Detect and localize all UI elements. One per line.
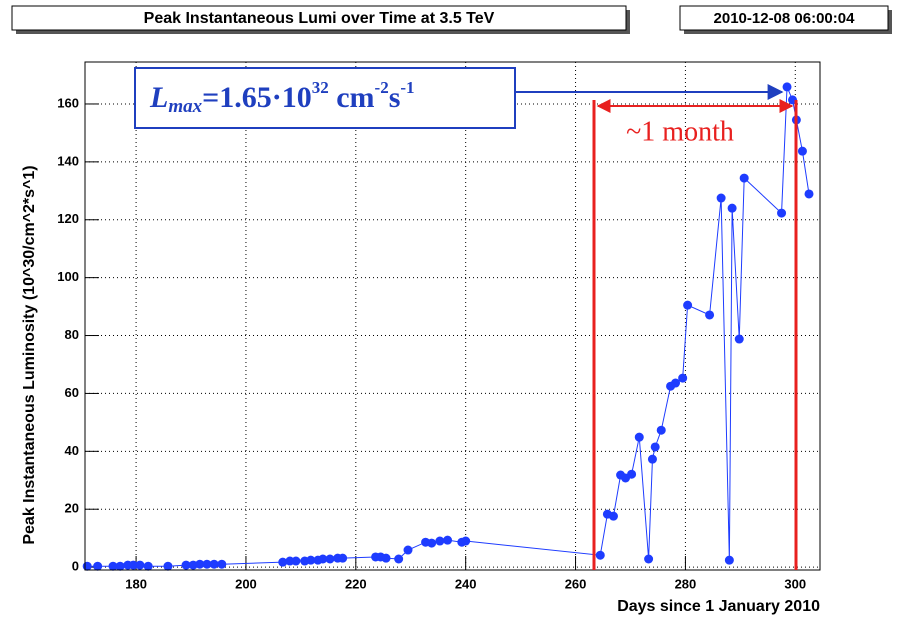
data-point [403,545,413,555]
y-tick-label: 100 [57,269,79,284]
plot-frame [84,61,821,571]
data-point [683,300,693,310]
x-tick-label: 280 [675,576,697,591]
lmax-part: -2 [375,78,389,97]
data-point [734,334,744,344]
data-point [797,146,807,156]
data-point [443,535,453,545]
data-point [217,559,227,569]
data-point [278,557,288,567]
data-point [627,469,637,479]
data-point [306,555,316,565]
data-point [188,560,198,570]
data-point [202,559,212,569]
lmax-part: s [389,81,401,114]
x-tick-label: 240 [455,576,477,591]
data-point [128,560,138,570]
y-tick-label: 20 [65,501,79,516]
data-point [782,82,792,92]
data-point [338,553,348,563]
data-point [777,208,787,218]
data-point [804,189,814,199]
y-tick-label: 140 [57,153,79,168]
lmax-part: max [168,96,202,117]
data-point [318,554,328,564]
timestamp: 2010-12-08 06:00:04 [714,10,856,27]
data-point [394,554,404,564]
data-point [724,555,734,565]
data-point [93,561,103,571]
data-point [671,378,681,388]
lmax-part: =1.65·10 [202,81,312,114]
x-tick-label: 180 [125,576,147,591]
data-point [427,538,437,548]
data-point [739,173,749,183]
data-point [727,203,737,213]
data-point [656,425,666,435]
data-point [647,454,657,464]
y-tick-label: 160 [57,95,79,110]
data-point [644,554,654,564]
data-point [678,373,688,383]
data-point [82,561,92,571]
title-box [11,5,627,31]
lmax-box [134,67,516,129]
month-annotation: ~1 month [626,116,734,147]
y-tick-label: 60 [65,385,79,400]
lmax-part: -1 [400,78,414,97]
data-point [595,550,605,560]
y-tick-label: 0 [72,559,79,574]
data-point [291,556,301,566]
data-point [135,560,145,570]
data-point [195,559,205,569]
lmax-part: cm [329,81,375,114]
data-point [650,442,660,452]
x-tick-label: 260 [565,576,587,591]
y-tick-label: 80 [65,327,79,342]
data-point [608,511,618,521]
data-point [108,561,118,571]
lmax-part: L [149,81,168,114]
data-point [716,193,726,203]
x-axis-label: Days since 1 January 2010 [617,598,820,615]
y-tick-label: 40 [65,443,79,458]
data-point [325,554,335,564]
data-point [381,553,391,563]
lmax-part: 32 [312,78,329,97]
data-point [705,310,715,320]
data-point [163,561,173,571]
y-tick-label: 120 [57,211,79,226]
x-tick-label: 300 [784,576,806,591]
series-line [87,86,810,567]
lmax-annotation: Lmax=1.65·1032 cm-2s-1 [149,78,415,117]
x-tick-label: 220 [345,576,367,591]
data-point [115,561,125,571]
data-point [634,432,644,442]
x-tick-label: 200 [235,576,257,591]
data-point [461,536,471,546]
data-point [209,559,219,569]
data-point [181,560,191,570]
chart-title: Peak Instantaneous Lumi over Time at 3.5… [144,10,495,27]
data-point [143,561,153,571]
data-point [435,536,445,546]
y-axis-label: Peak Instantaneous Luminosity (10^30/cm^… [21,165,38,544]
timestamp-box [679,5,889,31]
